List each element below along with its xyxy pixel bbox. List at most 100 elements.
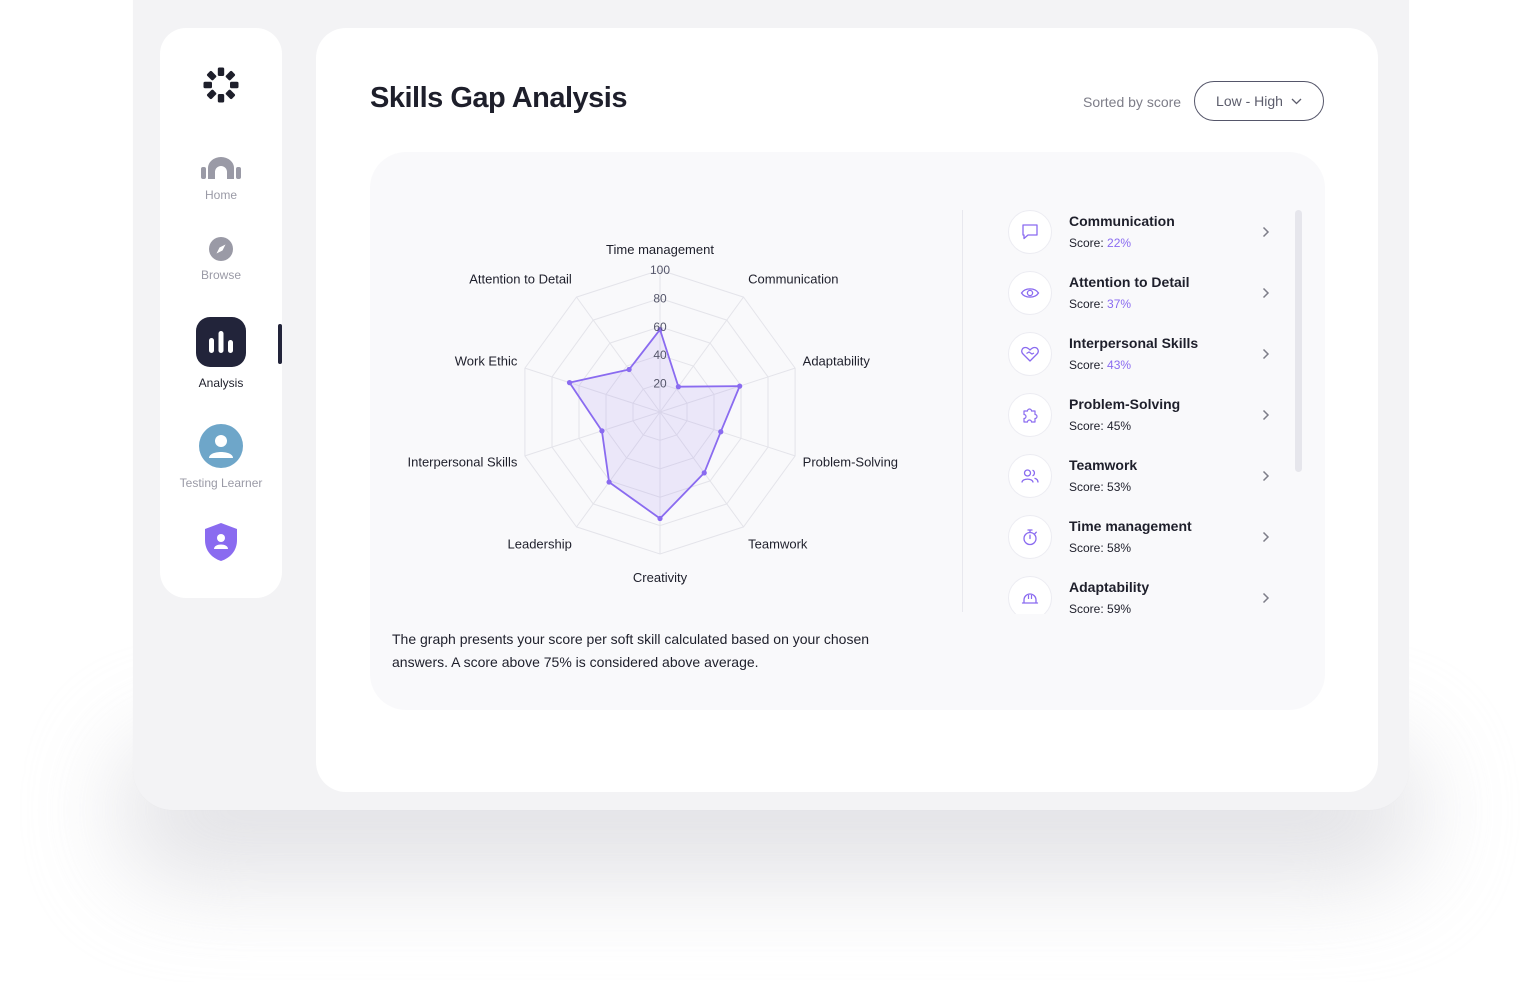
helmet-icon <box>1021 593 1039 604</box>
skill-score-prefix: Score: <box>1069 480 1108 494</box>
skill-item[interactable]: Problem-Solving Score: 45% <box>1000 385 1285 441</box>
sidebar-item-browse[interactable]: Browse <box>160 236 282 282</box>
radar-axis-label: Problem-Solving <box>803 455 898 470</box>
radar-data-point <box>657 327 663 333</box>
skill-score: Score: 59% <box>1069 602 1131 614</box>
radar-tick-label: 60 <box>653 320 667 334</box>
radar-tick-label: 40 <box>653 348 667 362</box>
sidebar-item-label: Analysis <box>198 376 244 390</box>
eye-icon <box>1020 288 1040 298</box>
skill-score: Score: 58% <box>1069 541 1131 555</box>
radar-data-point <box>701 470 707 476</box>
bar-chart-icon <box>209 331 233 353</box>
skill-name: Adaptability <box>1069 579 1150 595</box>
skill-name: Teamwork <box>1069 457 1138 473</box>
skill-score: Score: 22% <box>1069 236 1131 250</box>
skill-item[interactable]: Time management Score: 58% <box>1000 507 1285 563</box>
avatar <box>199 424 243 468</box>
analysis-button[interactable] <box>196 317 246 367</box>
skill-item[interactable]: Teamwork Score: 53% <box>1000 446 1285 502</box>
sidebar-item-label: Home <box>204 188 237 202</box>
chat-icon <box>1022 224 1038 240</box>
skill-score-value: 53% <box>1107 480 1132 494</box>
skill-icon-wrap <box>1008 332 1052 376</box>
radar-spoke <box>576 411 661 528</box>
chevron-right-icon <box>1262 531 1270 543</box>
skill-score-value: 45% <box>1107 419 1132 433</box>
skill-item[interactable]: Interpersonal Skills Score: 43% <box>1000 324 1285 380</box>
radar-data-point <box>566 380 573 386</box>
skill-score-value: 58% <box>1107 541 1132 555</box>
radar-tick-label: 20 <box>653 377 667 391</box>
sort-value: Low - High <box>1216 93 1283 109</box>
users-icon <box>1021 469 1039 483</box>
chevron-right-icon <box>1262 409 1270 421</box>
radar-data-point <box>737 383 743 389</box>
radar-axis-label: Teamwork <box>748 537 808 552</box>
active-indicator <box>278 324 282 364</box>
stopwatch-icon <box>1023 529 1037 546</box>
radar-axis-label: Adaptability <box>803 353 871 368</box>
radar-data-point <box>675 384 681 390</box>
skill-icon-wrap <box>1008 576 1052 614</box>
skill-name: Attention to Detail <box>1069 274 1190 290</box>
skill-score: Score: 45% <box>1069 419 1131 433</box>
skill-icon-wrap <box>1008 454 1052 498</box>
skill-score: Score: 43% <box>1069 358 1131 372</box>
chart-caption: The graph presents your score per soft s… <box>392 631 870 670</box>
radar-axis-label: Interpersonal Skills <box>408 455 518 470</box>
sort-dropdown[interactable]: Low - High <box>1194 81 1324 121</box>
chevron-right-icon <box>1262 592 1270 604</box>
radar-spoke <box>659 367 796 413</box>
sidebar-item-home[interactable]: Home <box>160 156 282 202</box>
skill-score-value: 43% <box>1107 358 1132 372</box>
radar-spoke <box>659 411 744 528</box>
radar-data-point <box>606 479 612 485</box>
puzzle-icon <box>1023 408 1038 423</box>
radar-tick-label: 100 <box>650 263 670 277</box>
skill-score-value: 22% <box>1107 236 1132 250</box>
scrollbar[interactable] <box>1295 210 1302 472</box>
compass-icon <box>209 237 233 261</box>
divider <box>962 210 963 612</box>
skill-name: Interpersonal Skills <box>1069 335 1199 351</box>
skill-icon-wrap <box>1008 210 1052 254</box>
skill-score-prefix: Score: <box>1069 541 1108 555</box>
shield-user-icon[interactable] <box>203 522 239 562</box>
sidebar <box>160 28 282 598</box>
skill-name: Communication <box>1069 213 1175 229</box>
skill-score-value: 37% <box>1107 297 1132 311</box>
radar-data-point <box>599 428 605 434</box>
chevron-right-icon <box>1262 348 1270 360</box>
skill-item[interactable]: Communication Score: 22% <box>1000 202 1285 258</box>
skill-item[interactable]: Adaptability Score: 59% <box>1000 568 1285 614</box>
skill-score: Score: 53% <box>1069 480 1131 494</box>
skill-item[interactable]: Attention to Detail Score: 37% <box>1000 263 1285 319</box>
radar-data-point <box>718 429 724 435</box>
skill-score-prefix: Score: <box>1069 297 1108 311</box>
radar-tick-label: 80 <box>653 291 667 305</box>
sidebar-item-analysis[interactable]: Analysis <box>160 317 282 390</box>
radar-axis-label: Communication <box>748 271 838 286</box>
analysis-card <box>370 152 1325 710</box>
app-logo <box>203 67 239 103</box>
sidebar-item-profile[interactable]: Testing Learner <box>160 424 282 490</box>
page-title: Skills Gap Analysis <box>370 82 628 114</box>
radar-spoke <box>524 411 661 457</box>
radar-axis-label: Leadership <box>508 537 572 552</box>
skill-name: Problem-Solving <box>1069 396 1181 412</box>
home-icon <box>201 157 241 179</box>
radar-spoke <box>576 296 661 413</box>
skill-icon-wrap <box>1008 271 1052 315</box>
skill-score-prefix: Score: <box>1069 236 1108 250</box>
radar-spoke <box>659 411 796 457</box>
radar-data-point <box>657 515 663 522</box>
skill-score-prefix: Score: <box>1069 602 1108 614</box>
radar-data-point <box>626 366 632 373</box>
sidebar-item-label: Testing Learner <box>179 476 263 490</box>
chevron-down-icon <box>1291 98 1302 104</box>
skill-icon-wrap <box>1008 393 1052 437</box>
chevron-right-icon <box>1262 470 1270 482</box>
skills-list: Communication Score: 22% Attention to Deta… <box>1000 202 1290 614</box>
radar-axis-label: Attention to Detail <box>469 271 572 286</box>
